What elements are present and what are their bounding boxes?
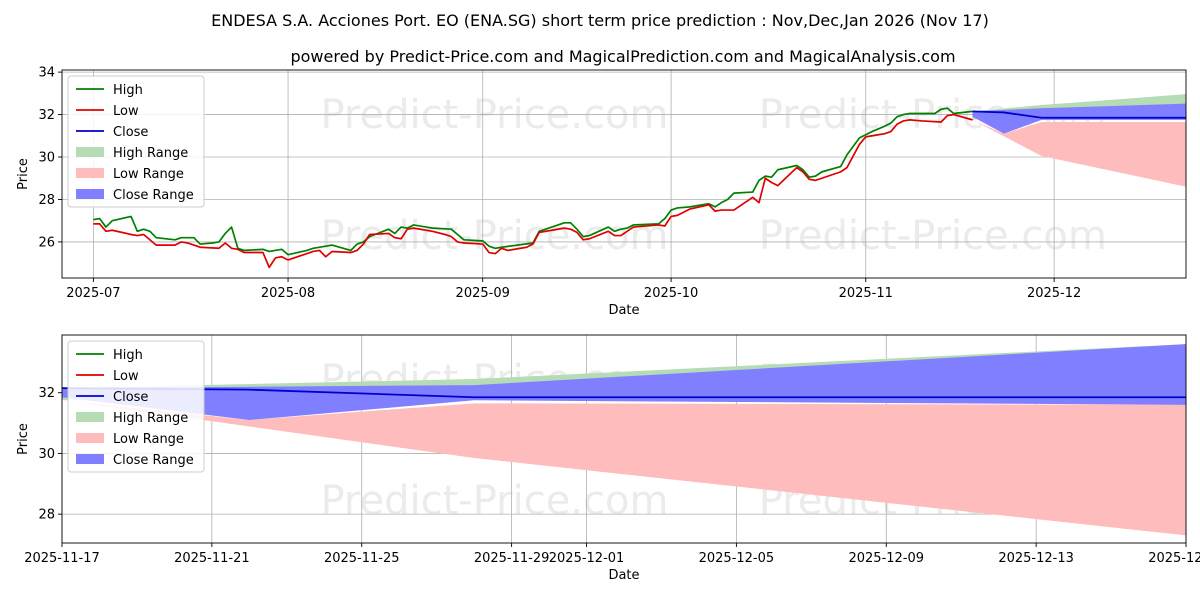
watermark-text: Predict-Price.com bbox=[321, 92, 669, 138]
watermark-text: Predict-Price.com bbox=[321, 478, 669, 524]
x-tick-label: 2025-11-21 bbox=[174, 551, 250, 566]
legend-label: High Range bbox=[113, 411, 188, 426]
x-axis-label: Date bbox=[608, 568, 639, 583]
y-tick-label: 34 bbox=[38, 66, 55, 81]
x-tick-label: 2025-12-01 bbox=[549, 551, 625, 566]
legend-swatch-low_range bbox=[76, 433, 104, 443]
x-tick-label: 2025-09 bbox=[456, 286, 510, 301]
high-series-line bbox=[93, 107, 973, 256]
x-tick-label: 2025-12-09 bbox=[848, 551, 924, 566]
legend: High Low Close High Range Low Range Close Ran… bbox=[67, 75, 205, 208]
y-axis-label: Price bbox=[16, 158, 31, 190]
x-tick-label: 2025-11-29 bbox=[474, 551, 550, 566]
legend-label: Close bbox=[113, 125, 148, 140]
close-series-line bbox=[972, 110, 1186, 119]
close-range-band bbox=[972, 103, 1186, 134]
x-tick-label: 2025-08 bbox=[261, 286, 315, 301]
legend: High Low Close High Range Low Range Close Ran… bbox=[67, 340, 205, 473]
x-tick-label: 2025-12-13 bbox=[998, 551, 1074, 566]
low-range-band bbox=[62, 400, 1186, 536]
y-tick-label: 28 bbox=[38, 508, 55, 523]
legend-label: Close bbox=[113, 390, 148, 405]
legend-label: Low Range bbox=[113, 432, 184, 447]
y-axis-label: Price bbox=[16, 423, 31, 455]
top-chart: Predict-Price.com Predict-Price.com Predic… bbox=[16, 66, 1187, 318]
legend-label: Low bbox=[113, 104, 139, 119]
y-tick-label: 32 bbox=[38, 386, 55, 401]
plot-frame bbox=[61, 69, 1187, 279]
x-tick-label: 2025-12 bbox=[1027, 286, 1081, 301]
legend-swatch-close_range bbox=[76, 189, 104, 199]
plot-area bbox=[62, 344, 1186, 536]
y-tick-label: 26 bbox=[38, 235, 55, 250]
legend-label: Close Range bbox=[113, 453, 194, 468]
watermark-text: Predict-Price.com bbox=[759, 213, 1107, 259]
x-tick-label: 2025-12-17 bbox=[1148, 551, 1200, 566]
plot-area bbox=[93, 94, 1186, 269]
legend-swatch-low_range bbox=[76, 168, 104, 178]
chart-title: ENDESA S.A. Acciones Port. EO (ENA.SG) s… bbox=[211, 11, 989, 30]
x-tick-label: 2025-10 bbox=[644, 286, 698, 301]
low-series-line bbox=[93, 113, 973, 269]
y-tick-label: 30 bbox=[38, 447, 55, 462]
legend-label: Low bbox=[113, 369, 139, 384]
chart-subtitle: powered by Predict-Price.com and Magical… bbox=[290, 47, 955, 66]
x-axis-label: Date bbox=[608, 303, 639, 318]
y-tick-label: 32 bbox=[38, 108, 55, 123]
legend-label: Low Range bbox=[113, 167, 184, 182]
x-tick-label: 2025-12-05 bbox=[699, 551, 775, 566]
x-tick-label: 2025-07 bbox=[66, 286, 120, 301]
legend-label: High bbox=[113, 83, 143, 98]
plot-frame bbox=[61, 334, 1187, 544]
legend-swatch-high_range bbox=[76, 147, 104, 157]
x-tick-label: 2025-11-25 bbox=[324, 551, 400, 566]
bottom-chart: Predict-Price.comPredict-Price.comPredic… bbox=[16, 334, 1200, 583]
legend-label: Close Range bbox=[113, 188, 194, 203]
x-tick-label: 2025-11 bbox=[839, 286, 893, 301]
y-tick-label: 28 bbox=[38, 193, 55, 208]
low-range-band bbox=[972, 119, 1186, 187]
watermark-text: Predict-Price.com bbox=[321, 213, 669, 259]
x-tick-label: 2025-11-17 bbox=[24, 551, 100, 566]
legend-swatch-high_range bbox=[76, 412, 104, 422]
close-range-band bbox=[62, 344, 1186, 421]
y-tick-label: 30 bbox=[38, 151, 55, 166]
legend-label: High Range bbox=[113, 146, 188, 161]
legend-label: High bbox=[113, 348, 143, 363]
legend-swatch-close_range bbox=[76, 454, 104, 464]
